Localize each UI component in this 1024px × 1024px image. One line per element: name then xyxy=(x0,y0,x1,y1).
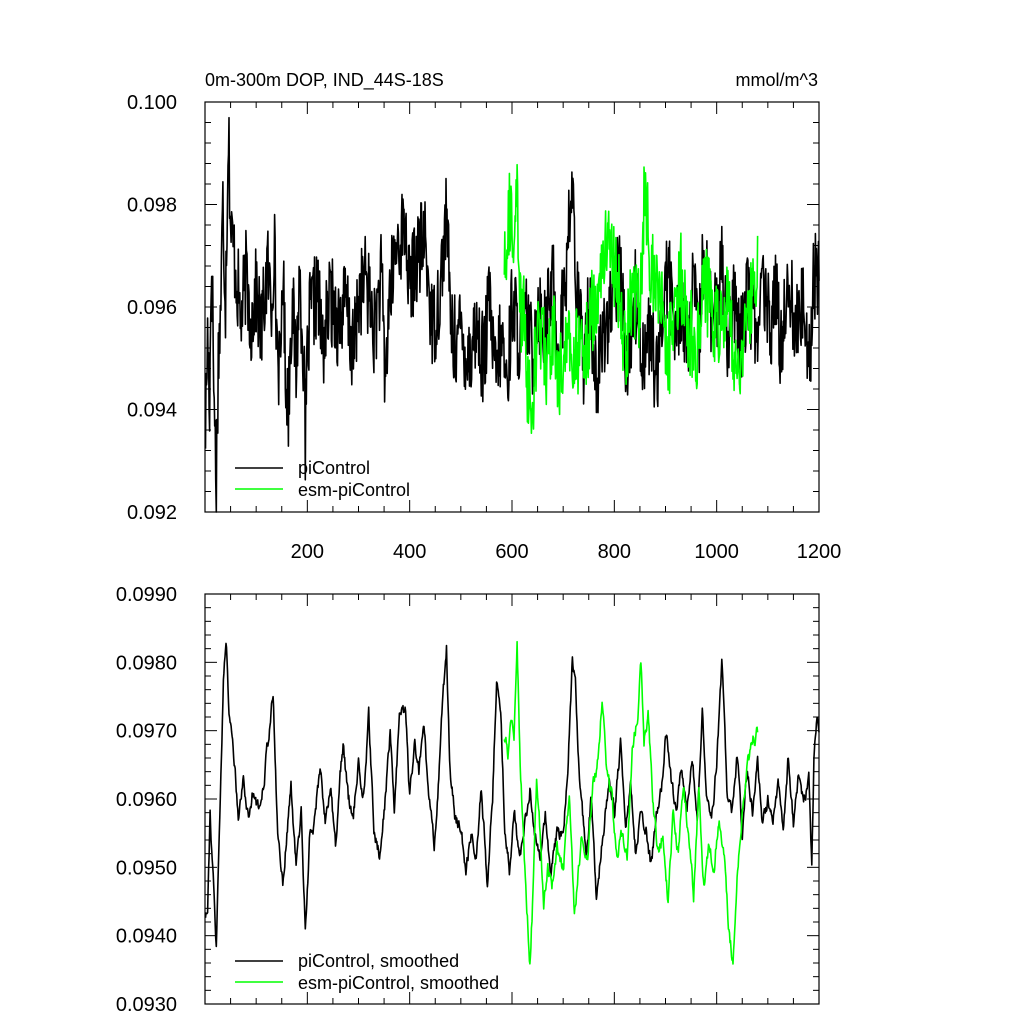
x-tick-label: 1000 xyxy=(694,541,739,563)
x-tick-labels-top: 200 400 600 800 1000 1200 xyxy=(291,541,842,563)
chart-top: 0m-300m DOP, IND_44S-18S mmol/m^3 200 400… xyxy=(127,70,841,563)
y-tick-label: 0.0940 xyxy=(116,926,177,948)
series-line-picontrol-smoothed xyxy=(204,642,820,948)
top-series-layer xyxy=(204,116,820,513)
legend-label-picontrol-smoothed: piControl, smoothed xyxy=(298,951,459,971)
y-tick-label: 0.0930 xyxy=(116,994,177,1016)
units-label: mmol/m^3 xyxy=(736,70,818,90)
y-tick-labels-top: 0.092 0.094 0.096 0.098 0.100 xyxy=(127,92,177,524)
x-tick-label: 800 xyxy=(598,541,631,563)
y-tick-label: 0.0960 xyxy=(116,789,177,811)
y-tick-label: 0.098 xyxy=(127,195,177,217)
series-line-esm-picontrol xyxy=(503,163,759,435)
y-tick-label: 0.0980 xyxy=(116,652,177,674)
chart-bottom: 0.0930 0.0940 0.0950 0.0960 0.0970 0.0980 0.09… xyxy=(116,584,820,1016)
legend-label-esm-picontrol-smoothed: esm-piControl, smoothed xyxy=(298,973,499,993)
plot-frame-top xyxy=(204,101,820,513)
legend-label-esm-picontrol: esm-piControl xyxy=(298,480,410,500)
x-tick-label: 400 xyxy=(393,541,426,563)
series-line-esm-picontrol-smoothed xyxy=(503,640,759,965)
x-tick-label: 200 xyxy=(291,541,324,563)
bottom-series-layer xyxy=(204,640,820,965)
y-tick-label: 0.0970 xyxy=(116,721,177,743)
y-tick-label: 0.094 xyxy=(127,400,177,422)
y-tick-labels-bottom: 0.0930 0.0940 0.0950 0.0960 0.0970 0.0980 0.09… xyxy=(116,584,177,1016)
legend-top: piControl esm-piControl xyxy=(235,458,410,500)
y-tick-label: 0.096 xyxy=(127,297,177,319)
y-tick-label: 0.0990 xyxy=(116,584,177,606)
x-tick-label: 1200 xyxy=(797,541,842,563)
y-tick-label: 0.092 xyxy=(127,502,177,524)
legend-label-picontrol: piControl xyxy=(298,458,370,478)
plot-frame-bottom xyxy=(204,593,820,1005)
y-tick-label: 0.100 xyxy=(127,92,177,114)
x-tick-label: 600 xyxy=(495,541,528,563)
legend-bottom: piControl, smoothed esm-piControl, smoot… xyxy=(235,951,499,993)
y-tick-label: 0.0950 xyxy=(116,857,177,879)
chart-title: 0m-300m DOP, IND_44S-18S xyxy=(205,70,444,91)
